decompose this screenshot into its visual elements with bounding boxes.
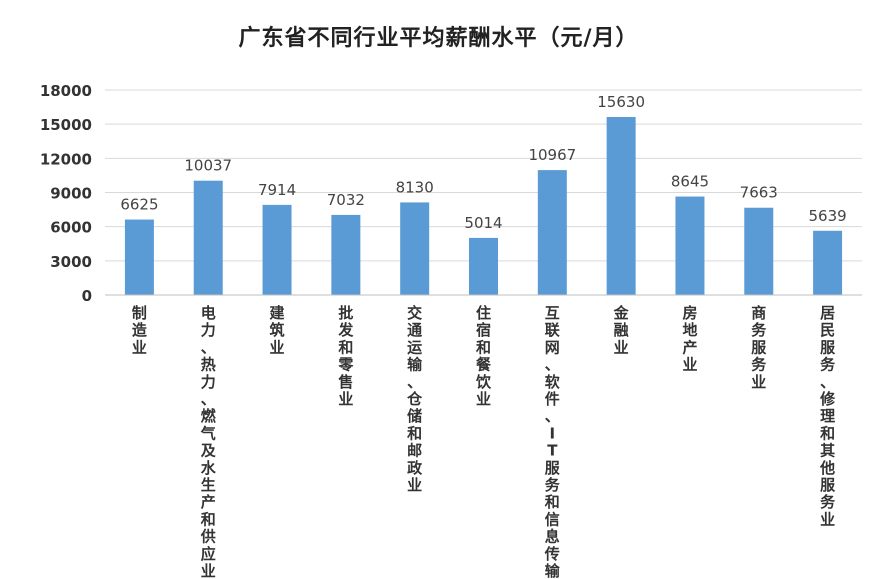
bar xyxy=(606,116,636,295)
bar xyxy=(331,214,361,295)
y-tick-label: 15000 xyxy=(40,116,92,134)
data-label: 15630 xyxy=(597,93,645,111)
y-tick-label: 6000 xyxy=(50,219,92,237)
data-label: 5014 xyxy=(464,214,502,232)
data-labels: 6625 10037 7914 7032 8130 5014 10967 15630 8645 7… xyxy=(120,93,846,232)
y-tick-label: 12000 xyxy=(40,150,92,168)
y-tick-label: 18000 xyxy=(40,82,92,100)
bar xyxy=(262,204,292,295)
bar xyxy=(193,180,223,295)
bar xyxy=(744,207,774,295)
category-labels: 制造业 电力、热力、燃气及水生产和供应业 建筑业 批发和零售业 交通运输、仓储和邮政业 住… xyxy=(132,304,836,579)
y-tick-label: 3000 xyxy=(50,253,92,271)
gridlines xyxy=(105,89,862,262)
category-label: 商务服务业 xyxy=(751,304,767,391)
category-label: 电力、热力、燃气及水生产和供应业 xyxy=(200,304,217,579)
bars xyxy=(124,116,843,295)
category-label: 制造业 xyxy=(132,304,147,356)
bar xyxy=(124,219,154,295)
category-label: 金融业 xyxy=(613,304,630,356)
data-label: 10967 xyxy=(528,146,576,164)
y-tick-label: 9000 xyxy=(50,185,92,203)
data-label: 8645 xyxy=(671,173,709,191)
data-label: 8130 xyxy=(396,178,434,196)
y-tick-label: 0 xyxy=(82,287,92,305)
category-label: 批发和零售业 xyxy=(337,304,354,408)
data-label: 6625 xyxy=(120,196,158,214)
category-label: 居民服务、修理和其他服务业 xyxy=(819,304,836,528)
y-axis-tick-labels: 0 3000 6000 9000 12000 15000 18000 xyxy=(40,82,92,305)
category-label: 住宿和餐饮业 xyxy=(475,304,492,408)
bar xyxy=(469,237,498,295)
category-label: 建筑业 xyxy=(269,304,286,356)
bar xyxy=(813,230,843,295)
data-label: 5639 xyxy=(808,207,846,225)
bar xyxy=(675,196,705,295)
chart-title: 广东省不同行业平均薪酬水平（元/月） xyxy=(238,26,639,51)
data-label: 7914 xyxy=(258,181,296,199)
category-label: 房地产业 xyxy=(682,304,697,374)
data-label: 7032 xyxy=(327,191,365,209)
bar xyxy=(400,202,430,295)
category-label: 互联网、软件、IT服务和信息传输业 xyxy=(544,304,561,579)
data-label: 10037 xyxy=(184,157,232,175)
category-label: 交通运输、仓储和邮政业 xyxy=(406,304,423,494)
data-label: 7663 xyxy=(740,184,778,202)
bar xyxy=(537,170,567,295)
